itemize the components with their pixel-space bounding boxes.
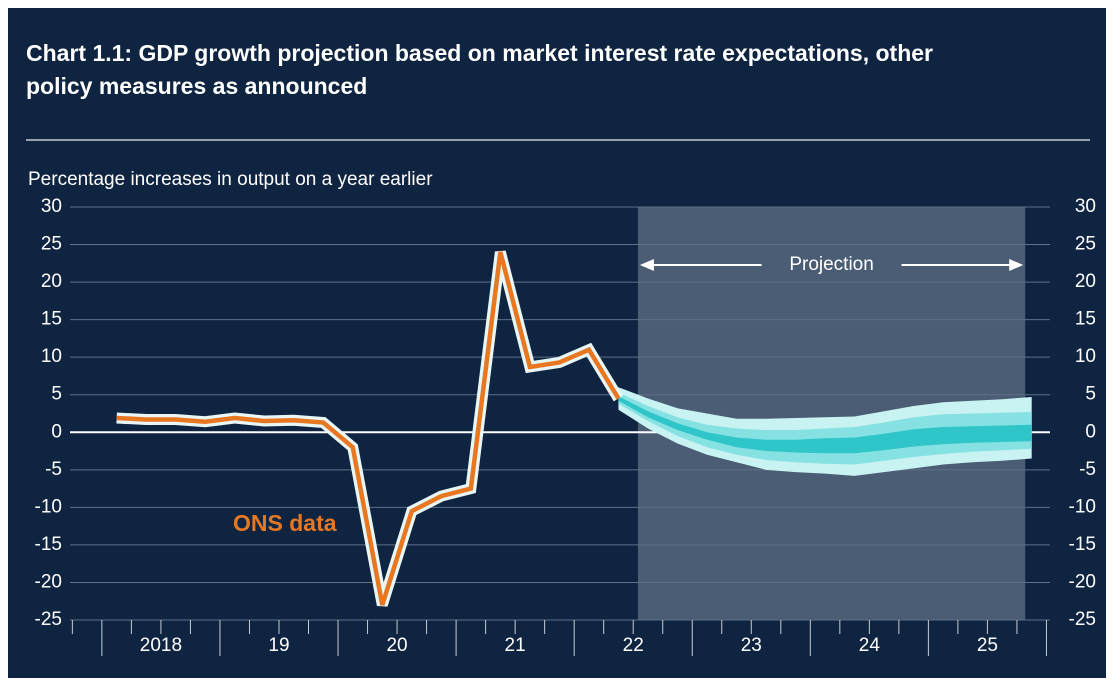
arrow-head	[639, 259, 654, 271]
projection-label: Projection	[789, 254, 874, 275]
y-tick-label: -25	[1069, 609, 1096, 630]
y-tick-label: 25	[1075, 234, 1096, 255]
y-tick-label: -10	[1069, 496, 1096, 517]
chart-title: Chart 1.1: GDP growth projection based o…	[26, 40, 933, 66]
x-tick-label: 24	[859, 635, 881, 656]
y-tick-label: -15	[1069, 534, 1096, 555]
y-tick-label: -20	[1069, 571, 1096, 592]
arrow-head	[1009, 259, 1024, 271]
y-tick-label: 15	[1075, 309, 1096, 330]
y-tick-label: 30	[41, 196, 62, 217]
y-tick-label: 5	[1085, 384, 1096, 405]
y-tick-label: 10	[1075, 346, 1096, 367]
y-tick-label: 25	[41, 234, 62, 255]
line	[116, 251, 621, 606]
x-tick-label: 22	[623, 635, 644, 656]
y-tick-label: -15	[35, 534, 62, 555]
y-tick-label: -25	[35, 609, 62, 630]
chart-title: policy measures as announced	[26, 73, 367, 99]
x-tick-label: 25	[977, 635, 998, 656]
x-tick-label: 21	[505, 635, 526, 656]
y-tick-label: 15	[41, 309, 62, 330]
series-label: ONS data	[233, 510, 337, 536]
x-tick-label: 20	[386, 635, 407, 656]
y-tick-label: 20	[1075, 271, 1096, 292]
y-tick-label: -20	[35, 571, 62, 592]
y-tick-label: 10	[41, 346, 62, 367]
y-tick-label: 20	[41, 271, 62, 292]
y-tick-label: 5	[51, 384, 62, 405]
fan-band	[618, 392, 1032, 465]
y-axis-label: Percentage increases in output on a year…	[28, 169, 433, 190]
x-tick-label: 19	[268, 635, 289, 656]
y-tick-label: -5	[45, 459, 62, 480]
y-tick-label: -10	[35, 496, 62, 517]
x-tick-label: 23	[741, 635, 762, 656]
fan-band	[618, 396, 1032, 454]
y-tick-label: 0	[1085, 421, 1096, 442]
x-tick-label: 2018	[140, 635, 182, 656]
y-tick-label: 0	[51, 421, 62, 442]
y-tick-label: 30	[1075, 196, 1096, 217]
y-tick-label: -5	[1079, 459, 1096, 480]
